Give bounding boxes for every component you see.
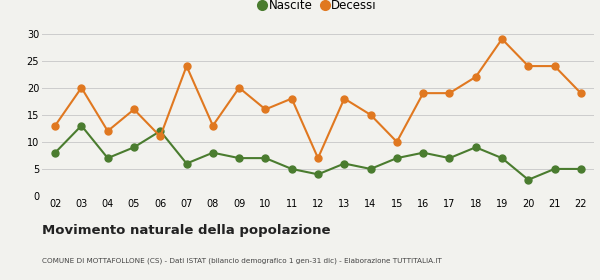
Text: COMUNE DI MOTTAFOLLONE (CS) - Dati ISTAT (bilancio demografico 1 gen-31 dic) - E: COMUNE DI MOTTAFOLLONE (CS) - Dati ISTAT… xyxy=(42,258,442,264)
Text: Movimento naturale della popolazione: Movimento naturale della popolazione xyxy=(42,224,331,237)
Legend: Nascite, Decessi: Nascite, Decessi xyxy=(254,0,382,17)
